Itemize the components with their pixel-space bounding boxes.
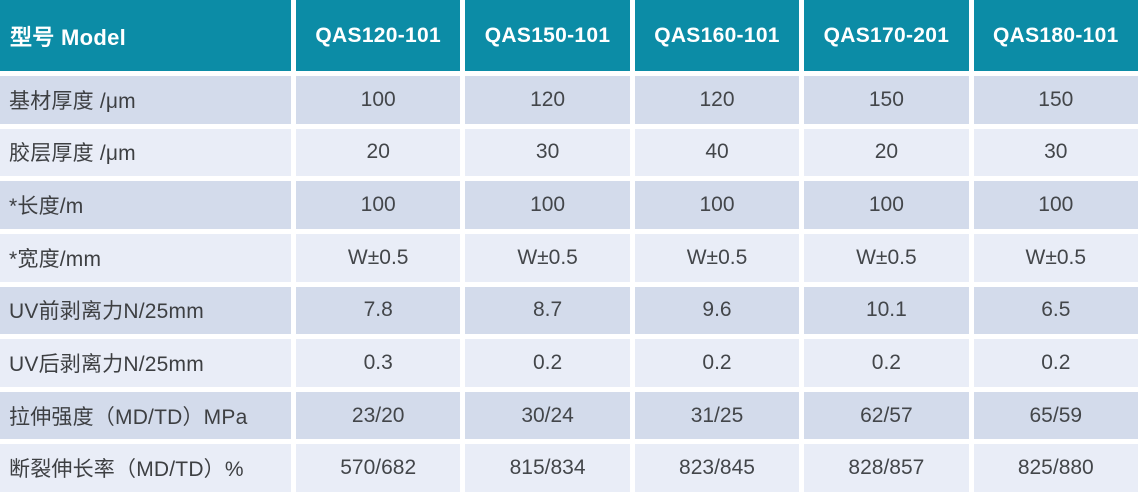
- table-cell: W±0.5: [296, 233, 461, 282]
- table-cell: 100: [804, 181, 969, 229]
- table-cell: 20: [296, 128, 461, 177]
- header-col-qas160: QAS160-101: [634, 0, 800, 71]
- header-col-qas150: QAS150-101: [465, 0, 630, 71]
- table-cell: W±0.5: [465, 233, 630, 282]
- table-cell: W±0.5: [634, 233, 800, 282]
- table-cell: 100: [296, 76, 461, 124]
- table-cell: 7.8: [296, 286, 461, 335]
- row-label-width: *宽度/mm: [0, 233, 291, 282]
- row-label-adhesive-thickness: 胶层厚度 /μm: [0, 128, 291, 177]
- header-col-qas180: QAS180-101: [973, 0, 1138, 71]
- table-cell: 570/682: [296, 444, 461, 492]
- table-cell: W±0.5: [973, 233, 1138, 282]
- table-cell: 815/834: [465, 444, 630, 492]
- table-cell: 150: [804, 76, 969, 124]
- table-cell: 31/25: [634, 391, 800, 440]
- table-cell: 6.5: [973, 286, 1138, 335]
- row-label-elongation-at-break: 断裂伸长率（MD/TD）%: [0, 444, 291, 492]
- table-cell: 30: [973, 128, 1138, 177]
- table-cell: 0.2: [804, 339, 969, 387]
- table-cell: 10.1: [804, 286, 969, 335]
- table-cell: 0.2: [973, 339, 1138, 387]
- row-label-peel-force-before-uv: UV前剥离力N/25mm: [0, 286, 291, 335]
- table-cell: 100: [296, 181, 461, 229]
- row-label-peel-force-after-uv: UV后剥离力N/25mm: [0, 339, 291, 387]
- table-cell: 100: [634, 181, 800, 229]
- table-cell: 40: [634, 128, 800, 177]
- table-cell: 8.7: [465, 286, 630, 335]
- row-label-substrate-thickness: 基材厚度 /μm: [0, 76, 291, 124]
- row-label-length: *长度/m: [0, 181, 291, 229]
- table-cell: 828/857: [804, 444, 969, 492]
- table-cell: 20: [804, 128, 969, 177]
- table-cell: 9.6: [634, 286, 800, 335]
- table-cell: 30/24: [465, 391, 630, 440]
- header-model-label: 型号 Model: [0, 0, 291, 71]
- table-cell: 30: [465, 128, 630, 177]
- table-cell: 825/880: [973, 444, 1138, 492]
- table-cell: 823/845: [634, 444, 800, 492]
- table-cell: 23/20: [296, 391, 461, 440]
- table-cell: 0.3: [296, 339, 461, 387]
- table-cell: 120: [465, 76, 630, 124]
- table-cell: 120: [634, 76, 800, 124]
- table-cell: 100: [465, 181, 630, 229]
- header-col-qas120: QAS120-101: [296, 0, 461, 71]
- table-cell: 62/57: [804, 391, 969, 440]
- table-cell: W±0.5: [804, 233, 969, 282]
- table-cell: 65/59: [973, 391, 1138, 440]
- row-label-tensile-strength: 拉伸强度（MD/TD）MPa: [0, 391, 291, 440]
- table-cell: 150: [973, 76, 1138, 124]
- header-col-qas170: QAS170-201: [804, 0, 969, 71]
- table-cell: 100: [973, 181, 1138, 229]
- table-cell: 0.2: [634, 339, 800, 387]
- table-cell: 0.2: [465, 339, 630, 387]
